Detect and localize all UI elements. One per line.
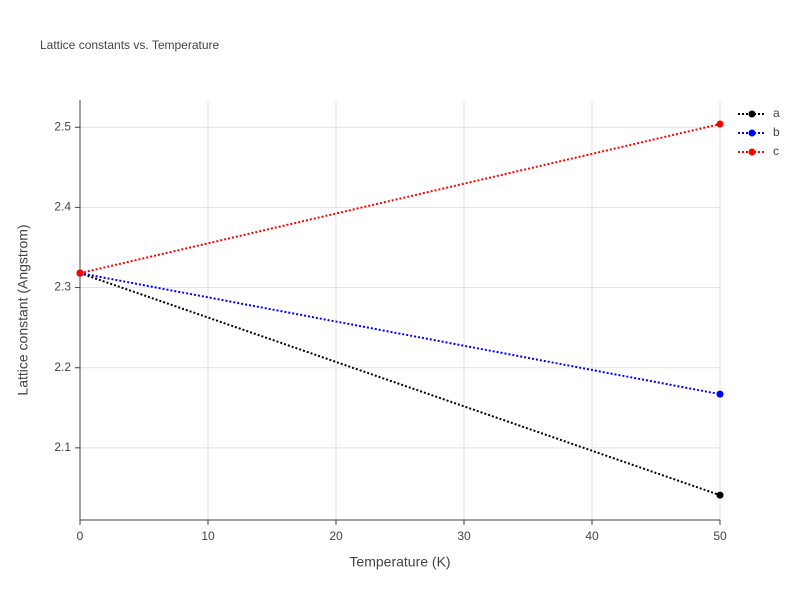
x-tick-label: 20 (329, 529, 343, 543)
y-tick-label: 2.4 (54, 200, 71, 214)
series-line (79, 272, 721, 396)
series-line (79, 272, 721, 497)
y-tick-label: 2.2 (54, 360, 71, 374)
data-point (76, 269, 84, 277)
data-point (716, 120, 724, 128)
y-tick-label: 2.1 (54, 440, 71, 454)
legend-label: c (773, 144, 779, 158)
x-tick-label: 10 (201, 529, 215, 543)
x-axis-label: Temperature (K) (349, 554, 450, 570)
legend-marker (748, 129, 756, 137)
y-tick-label: 2.5 (54, 119, 71, 133)
data-point (716, 390, 724, 398)
chart-title: Lattice constants vs. Temperature (40, 38, 220, 52)
legend-marker (748, 110, 756, 118)
x-tick-label: 50 (713, 529, 727, 543)
data-point (716, 491, 724, 499)
y-tick-label: 2.3 (54, 280, 71, 294)
legend-marker (748, 148, 756, 156)
legend-label: a (773, 106, 780, 120)
legend-label: b (773, 125, 780, 139)
x-tick-label: 0 (77, 529, 84, 543)
series-line (79, 123, 721, 275)
y-axis-label: Lattice constant (Angstrom) (15, 224, 31, 395)
x-tick-label: 30 (457, 529, 471, 543)
x-tick-label: 40 (585, 529, 599, 543)
